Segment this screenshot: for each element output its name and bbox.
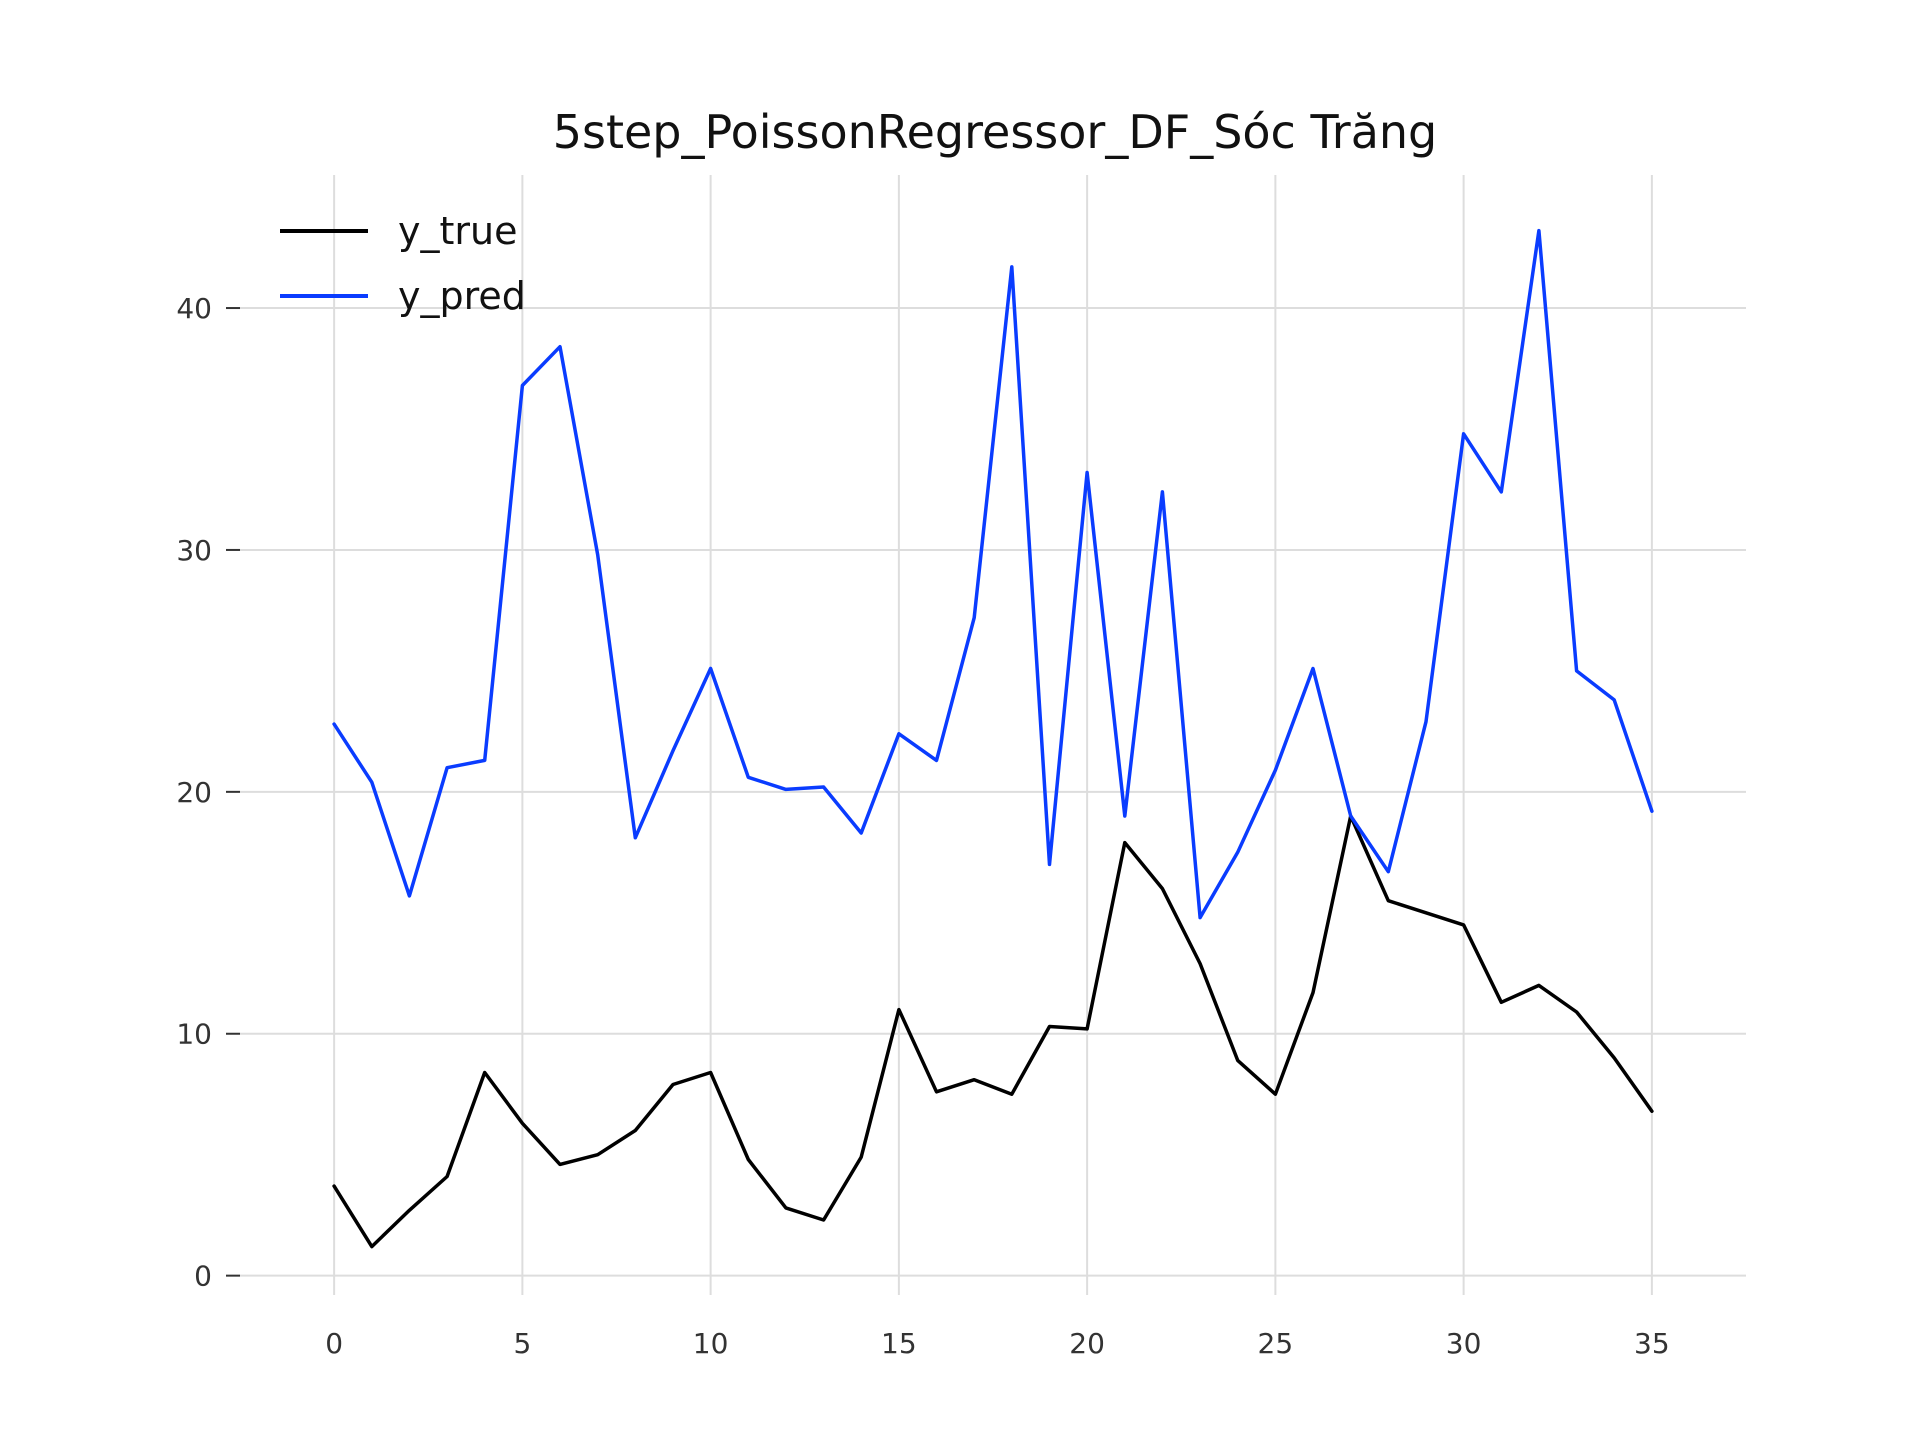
y-tick-label: 20 (176, 776, 212, 809)
x-tick-label: 30 (1446, 1327, 1482, 1360)
series-layer (332, 228, 1654, 1249)
y-tick-label: 10 (176, 1018, 212, 1051)
y-tick-label: 30 (176, 534, 212, 567)
x-tick-label: 20 (1069, 1327, 1105, 1360)
grid-layer (240, 175, 1746, 1295)
series-line-y-pred (332, 228, 1654, 920)
legend-label-y-pred: y_pred (398, 274, 526, 318)
legend-label-y-true: y_true (398, 209, 517, 253)
legend: y_true y_pred (280, 209, 526, 318)
x-tick-label: 10 (693, 1327, 729, 1360)
x-tick-label: 5 (513, 1327, 531, 1360)
x-tick-label: 35 (1634, 1327, 1670, 1360)
chart-title: 5step_PoissonRegressor_DF_Sóc Trăng (553, 105, 1438, 159)
y-tick-label: 40 (176, 292, 212, 325)
x-tick-label: 15 (881, 1327, 917, 1360)
y-tick-label: 0 (194, 1260, 212, 1293)
x-tick-label: 25 (1258, 1327, 1294, 1360)
x-tick-label: 0 (325, 1327, 343, 1360)
axis-layer: 0 5 10 15 20 25 30 35 0 10 20 30 40 (176, 292, 1669, 1360)
series-line-y-true (332, 814, 1654, 1249)
